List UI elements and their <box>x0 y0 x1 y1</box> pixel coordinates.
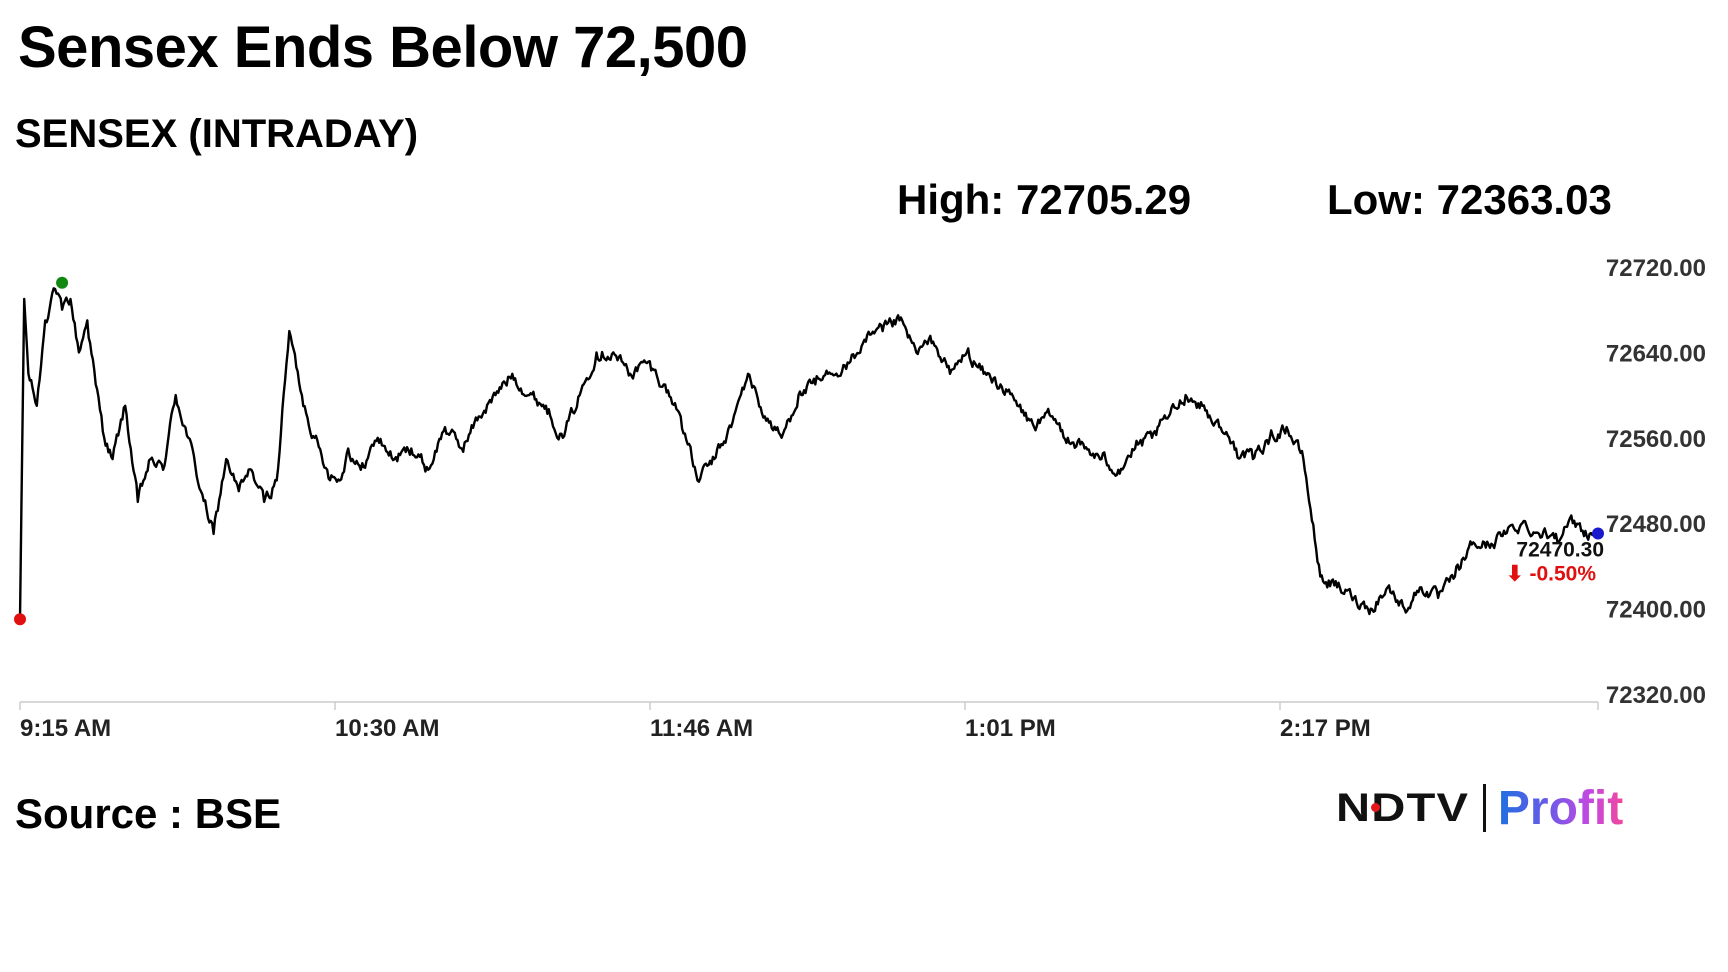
y-tick-label: 72480.00 <box>1606 511 1706 538</box>
logo-brand: NDTV <box>1336 785 1470 830</box>
change-percent-label: ⬇ -0.50% <box>1506 563 1596 586</box>
x-axis-labels: 9:15 AM 10:30 AM 11:46 AM 1:01 PM 2:17 PM <box>20 715 1371 742</box>
page-title: Sensex Ends Below 72,500 <box>18 15 748 80</box>
high-stat: High: 72705.29 <box>897 176 1192 223</box>
ndtv-profit-logo: NDTV Profit <box>1336 780 1623 836</box>
y-tick-label: 72320.00 <box>1606 682 1706 709</box>
sensex-intraday-chart: 9:15 AM 10:30 AM 11:46 AM 1:01 PM 2:17 PM 72… <box>14 255 1706 742</box>
logo-divider <box>1482 784 1486 832</box>
low-stat: Low: 72363.03 <box>1327 176 1612 223</box>
open-marker <box>14 613 26 626</box>
logo-product: Profit <box>1497 781 1624 835</box>
chart-subtitle: SENSEX (INTRADAY) <box>15 112 419 156</box>
last-value-label: 72470.30 <box>1516 539 1604 562</box>
logo-dot <box>1371 803 1380 812</box>
price-line <box>18 287 1600 620</box>
x-tick-label: 10:30 AM <box>335 715 439 742</box>
x-tick-label: 2:17 PM <box>1280 715 1371 742</box>
y-tick-label: 72640.00 <box>1606 340 1706 367</box>
x-tick-label: 11:46 AM <box>650 715 753 742</box>
y-tick-label: 72720.00 <box>1606 255 1706 282</box>
y-tick-label: 72560.00 <box>1606 426 1706 453</box>
y-axis-labels: 72720.00 72640.00 72560.00 72480.00 72400.00… <box>1606 255 1706 709</box>
x-tick-label: 9:15 AM <box>20 715 111 742</box>
last-marker <box>1592 527 1604 540</box>
x-tick-label: 1:01 PM <box>965 715 1056 742</box>
high-marker <box>56 276 69 289</box>
y-tick-label: 72400.00 <box>1606 597 1706 624</box>
source-label: Source : BSE <box>15 790 282 837</box>
x-axis-ticks <box>19 702 1599 710</box>
